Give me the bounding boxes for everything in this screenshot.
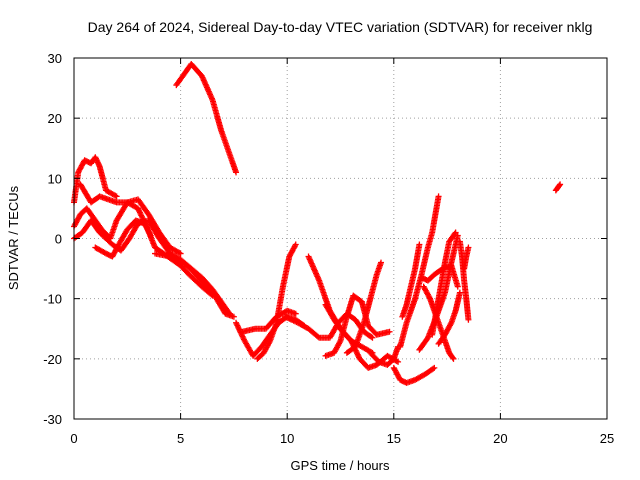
series-arc-19 <box>399 241 423 320</box>
y-tick-label: 0 <box>55 232 62 247</box>
data-point <box>230 313 237 320</box>
series-arc-17 <box>390 364 438 386</box>
data-point <box>233 169 240 176</box>
x-tick-label: 0 <box>70 431 77 446</box>
series-arc-15 <box>343 259 385 356</box>
data-point <box>426 294 433 301</box>
series-arc-5 <box>92 217 154 260</box>
y-tick-label: 20 <box>48 111 62 126</box>
data-point <box>292 310 299 317</box>
data-point <box>431 364 438 371</box>
series-arc-6 <box>152 250 237 320</box>
data-point <box>556 182 563 189</box>
data-point <box>395 358 402 365</box>
y-tick-label: -20 <box>43 352 62 367</box>
data-point <box>451 230 458 237</box>
data-point <box>386 328 393 335</box>
data-point <box>450 355 457 362</box>
series-arc-7 <box>173 61 240 176</box>
data-point <box>314 333 321 340</box>
chart-title: Day 264 of 2024, Sidereal Day-to-day VTE… <box>88 19 593 35</box>
x-tick-label: 15 <box>387 431 401 446</box>
y-tick-label: -30 <box>43 412 62 427</box>
series-arc-27 <box>552 181 564 194</box>
y-tick-label: -10 <box>43 292 62 307</box>
data-point <box>465 244 472 251</box>
data-point <box>177 250 184 257</box>
data-point <box>456 289 463 296</box>
series-arc-23 <box>429 229 459 338</box>
data-point <box>449 354 456 361</box>
data-point <box>454 283 461 290</box>
series-arc-3 <box>77 181 216 299</box>
data-point <box>113 193 120 200</box>
data-point <box>430 365 437 372</box>
data-point <box>112 192 119 199</box>
series-arc-26 <box>461 244 472 272</box>
data-series <box>71 61 564 386</box>
data-point <box>336 339 343 346</box>
x-tick-label: 20 <box>493 431 507 446</box>
data-point <box>369 334 376 341</box>
series-arc-25 <box>456 238 472 323</box>
data-point <box>292 242 299 249</box>
data-point <box>447 321 454 328</box>
series-arc-11 <box>282 310 376 341</box>
series-arc-10 <box>254 241 299 362</box>
data-point <box>147 231 154 238</box>
data-point <box>266 339 273 346</box>
series-arc-16 <box>367 343 402 368</box>
x-tick-label: 25 <box>600 431 614 446</box>
x-tick-label: 5 <box>177 431 184 446</box>
data-point <box>465 316 472 323</box>
x-tick-label: 10 <box>280 431 294 446</box>
data-point <box>368 333 375 340</box>
data-point <box>147 232 154 239</box>
x-axis-label: GPS time / hours <box>291 458 390 473</box>
data-point <box>435 193 442 200</box>
data-point <box>378 259 385 266</box>
data-point <box>292 241 299 248</box>
y-tick-label: 10 <box>48 171 62 186</box>
axis-ticks: 0 5 10 15 20 25 -30 -20 -10 0 10 20 30 <box>43 51 614 446</box>
y-tick-label: 30 <box>48 51 62 66</box>
y-axis-label: SDTVAR / TECUs <box>6 185 21 290</box>
series-arc-18 <box>397 193 442 350</box>
data-point <box>452 229 459 236</box>
data-point <box>557 181 564 188</box>
data-point <box>416 241 423 248</box>
series-arc-24 <box>435 289 463 347</box>
data-point <box>176 249 183 256</box>
